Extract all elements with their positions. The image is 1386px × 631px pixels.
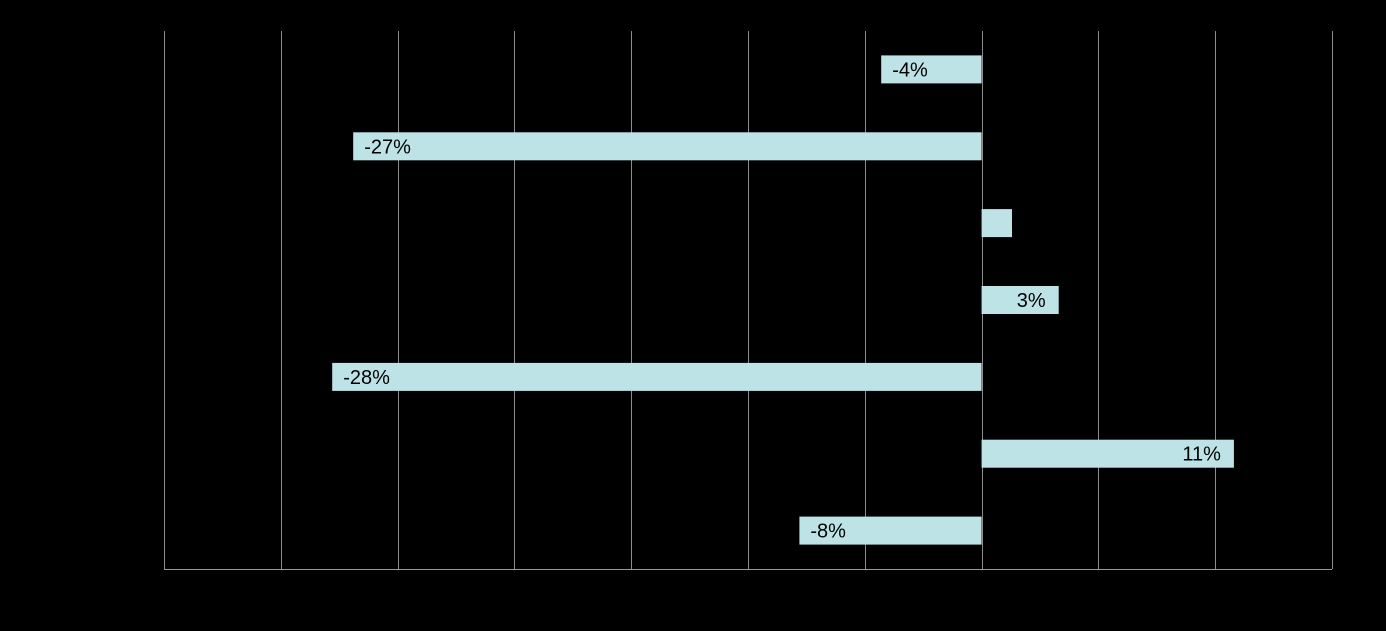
bars [332, 55, 1234, 545]
data-labels: -4% -27% 3% -28% 11% -8% [343, 59, 1221, 542]
data-label: -4% [892, 59, 928, 81]
bar [881, 55, 982, 84]
bar [981, 209, 1012, 238]
data-label: 11% [1182, 444, 1221, 466]
data-label: 3% [1017, 290, 1046, 312]
data-label: -27% [364, 136, 411, 158]
data-label: -28% [343, 367, 390, 389]
bar [332, 362, 982, 391]
data-label: -8% [810, 521, 846, 543]
bar [981, 286, 1059, 314]
gridlines [164, 31, 1333, 569]
bar [353, 132, 982, 161]
bar [981, 439, 1234, 468]
bar [799, 516, 982, 545]
